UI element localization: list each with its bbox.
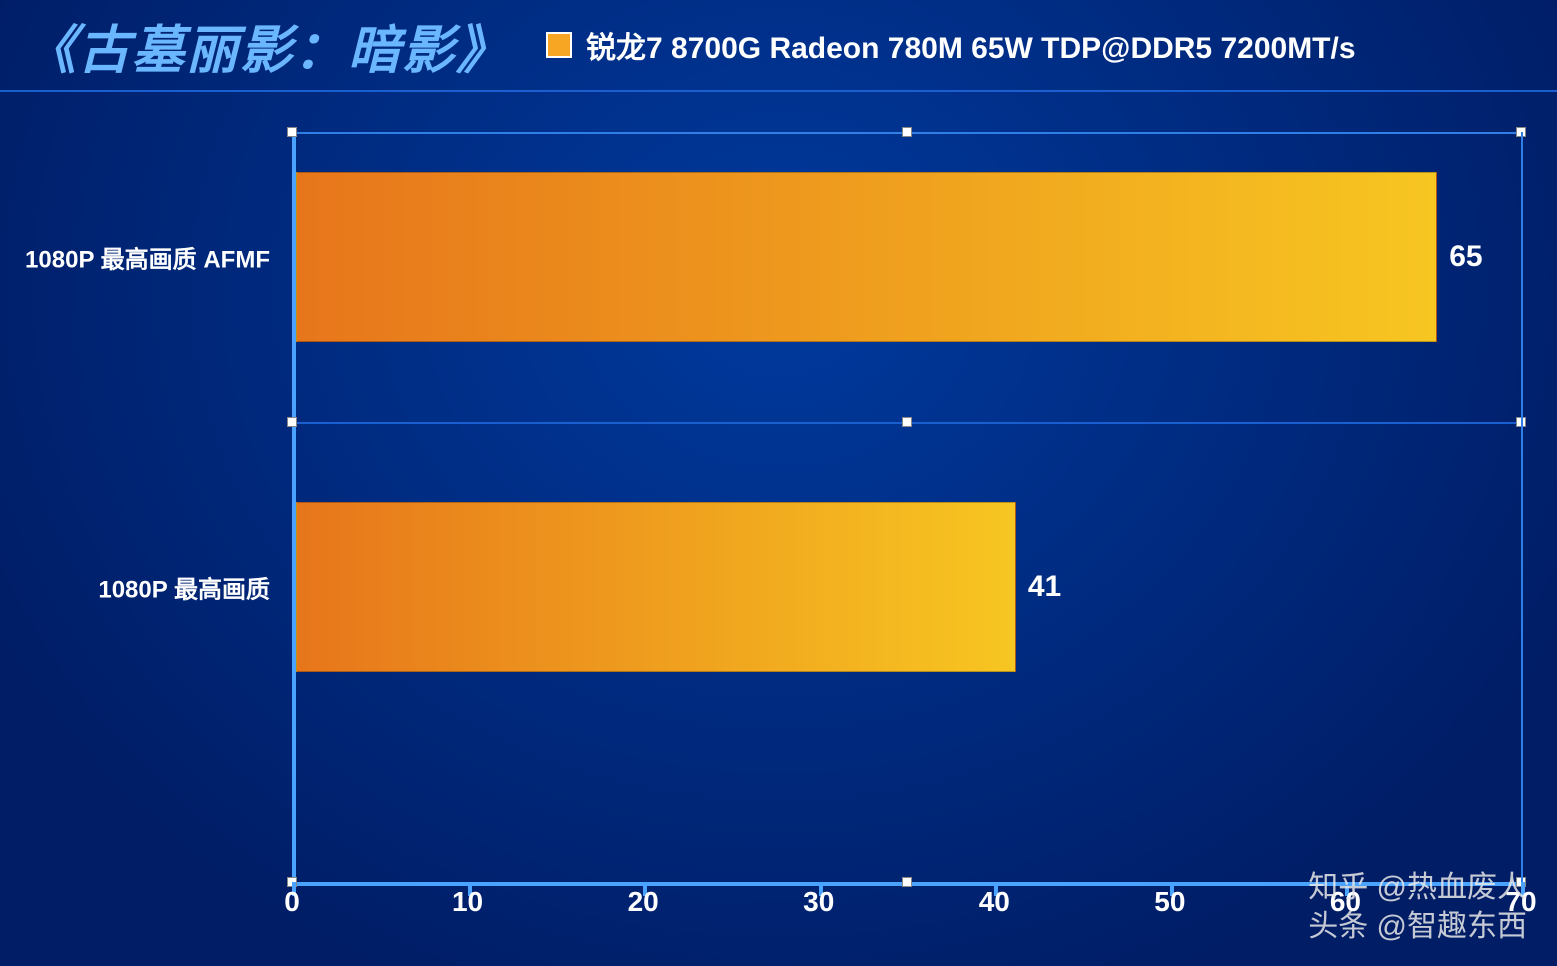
x-tick-label: 40	[979, 886, 1010, 918]
value-label: 65	[1449, 240, 1482, 274]
legend-label: 锐龙7 8700G Radeon 780M 65W TDP@DDR5 7200M…	[586, 23, 1356, 67]
watermark-line-2: 头条 @智趣东西	[1308, 907, 1527, 946]
x-tick-label: 30	[803, 886, 834, 918]
selection-handle	[902, 417, 912, 427]
x-tick-label: 20	[628, 886, 659, 918]
legend-swatch	[546, 32, 572, 58]
bar	[296, 502, 1016, 672]
selection-handle	[902, 127, 912, 137]
bar-row: 1080P 最高画质41	[292, 502, 1521, 672]
chart-area: 1080P 最高画质 AFMF651080P 最高画质41 0102030405…	[0, 92, 1557, 966]
grid-line-vertical	[1521, 132, 1523, 882]
selection-handle	[287, 127, 297, 137]
category-label: 1080P 最高画质	[98, 570, 270, 605]
bar-row: 1080P 最高画质 AFMF65	[292, 172, 1521, 342]
plot-area: 1080P 最高画质 AFMF65 1080P 最高画质41	[292, 132, 1521, 882]
category-label: 1080P 最高画质 AFMF	[25, 240, 270, 275]
x-tick-label: 0	[284, 886, 300, 918]
watermark-line-1: 知乎 @热血废人	[1308, 868, 1527, 907]
x-tick-label: 10	[452, 886, 483, 918]
value-label: 41	[1028, 570, 1061, 604]
bar	[296, 172, 1437, 342]
chart-title: 《古墓丽影：暗影》	[24, 8, 510, 83]
x-tick-label: 50	[1154, 886, 1185, 918]
watermark: 知乎 @热血废人 头条 @智趣东西	[1308, 868, 1527, 946]
legend: 锐龙7 8700G Radeon 780M 65W TDP@DDR5 7200M…	[546, 23, 1356, 67]
chart-header: 《古墓丽影：暗影》 锐龙7 8700G Radeon 780M 65W TDP@…	[0, 0, 1557, 90]
selection-handle	[287, 417, 297, 427]
